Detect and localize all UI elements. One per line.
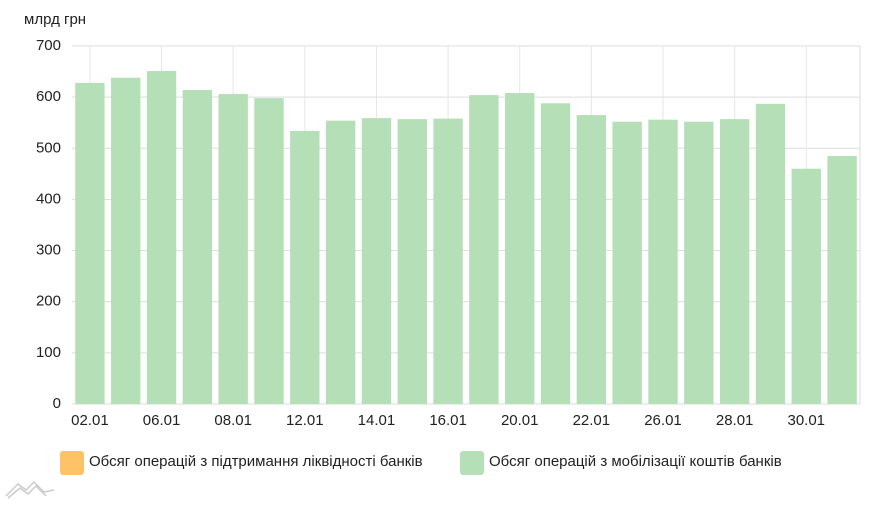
bar	[791, 168, 821, 404]
y-axis-label: млрд грн	[24, 11, 86, 28]
x-tick-label: 22.01	[573, 412, 611, 429]
bar	[505, 93, 535, 405]
y-tick-label: 500	[36, 139, 61, 156]
x-tick-label: 20.01	[501, 412, 539, 429]
bar	[218, 94, 248, 405]
x-tick-label: 30.01	[787, 412, 825, 429]
bar	[540, 103, 571, 404]
logo	[5, 480, 55, 499]
bar	[290, 130, 320, 404]
bar	[612, 121, 642, 404]
bar	[576, 115, 607, 405]
bar	[182, 89, 213, 405]
y-tick-label: 400	[36, 190, 61, 207]
x-tick-label: 28.01	[716, 412, 754, 429]
x-tick-label: 14.01	[358, 412, 396, 429]
x-tick-label: 16.01	[429, 412, 467, 429]
legend-swatch	[460, 451, 484, 475]
bar	[397, 119, 427, 405]
legend-label: Обсяг операцій з підтримання ліквідності…	[89, 453, 423, 470]
x-tick-label: 06.01	[143, 412, 181, 429]
legend-label: Обсяг операцій з мобілізації коштів банк…	[489, 453, 782, 470]
bar	[684, 121, 714, 404]
y-tick-label: 200	[36, 293, 61, 310]
x-tick-label: 08.01	[214, 412, 252, 429]
bar	[648, 119, 678, 404]
y-tick-label: 700	[36, 37, 61, 54]
y-tick-label: 100	[36, 344, 61, 361]
bar	[254, 98, 284, 404]
bar	[469, 95, 499, 405]
x-tick-label: 26.01	[644, 412, 682, 429]
y-tick-label: 300	[36, 242, 61, 259]
bar	[75, 82, 105, 404]
y-tick-label: 0	[53, 395, 61, 412]
legend-swatch	[60, 451, 84, 475]
bar	[827, 155, 857, 404]
y-tick-label: 600	[36, 88, 61, 105]
bar	[361, 118, 392, 405]
bar	[755, 103, 786, 404]
bar	[719, 119, 750, 405]
x-tick-label: 02.01	[71, 412, 109, 429]
bar	[146, 71, 177, 404]
x-tick-label: 12.01	[286, 412, 324, 429]
bar	[111, 77, 141, 405]
bar	[325, 120, 356, 404]
bar	[433, 118, 463, 404]
